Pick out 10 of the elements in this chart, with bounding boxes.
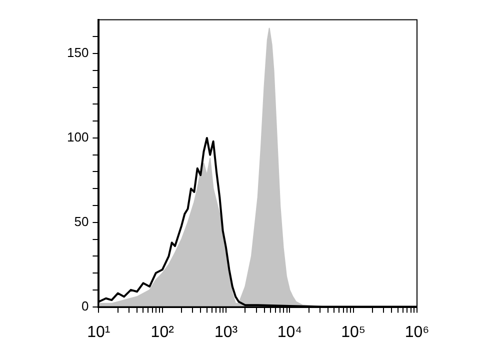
x-tick-label: 10¹ [87, 324, 110, 341]
y-tick-label: 0 [81, 298, 89, 314]
y-tick-label: 150 [66, 45, 89, 60]
x-tick-label: 10⁶ [404, 324, 430, 341]
y-tick-label: 50 [74, 214, 89, 229]
x-tick-label: 10⁵ [341, 324, 366, 341]
x-tick-label: 10⁴ [277, 324, 302, 341]
x-tick-label: 10³ [214, 324, 238, 341]
y-tick-label: 100 [66, 130, 89, 145]
x-tick-label: 10² [150, 324, 175, 341]
